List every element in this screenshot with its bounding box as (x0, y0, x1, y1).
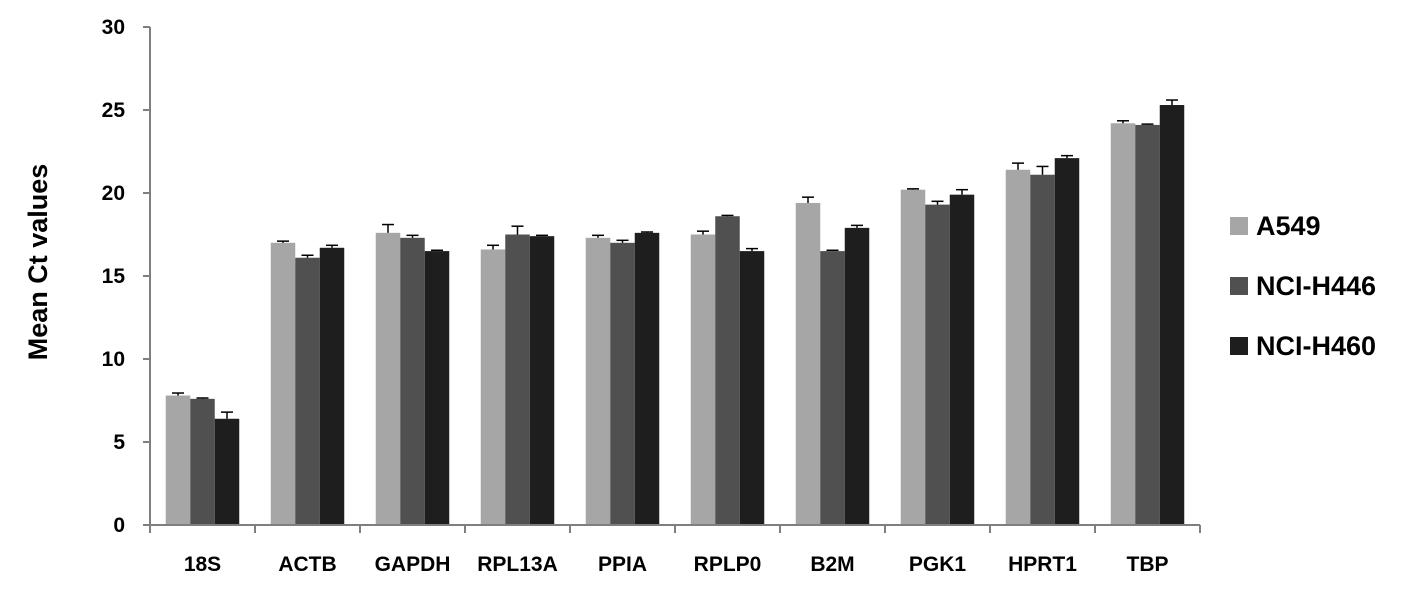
bar (1159, 105, 1185, 526)
error-bar (616, 239, 629, 243)
x-tick-label: HPRT1 (1008, 553, 1077, 576)
error-bar (196, 397, 209, 399)
error-bar (301, 254, 314, 258)
x-axis-ticks: 18S ACTB GAPDH RPL13A PPIA RPLP0 B2M PGK1 HPRT1 T… (149, 525, 1201, 576)
y-tick-label: 5 (113, 431, 125, 454)
error-bar (277, 240, 289, 243)
legend-swatch (1230, 337, 1248, 355)
error-bar (172, 392, 184, 396)
y-axis-ticks: 0 5 10 15 20 25 30 (102, 16, 150, 537)
bar (844, 227, 870, 526)
bar (375, 232, 401, 525)
bar (400, 237, 425, 525)
x-tick-label: PPIA (598, 553, 647, 576)
bar (505, 234, 530, 525)
error-bar (487, 244, 499, 250)
error-bar (851, 224, 863, 228)
error-bar (1141, 123, 1154, 125)
x-tick-label: PGK1 (909, 553, 967, 576)
bar (1005, 169, 1031, 525)
bar (634, 232, 660, 525)
legend-item: NCI-H460 (1230, 331, 1376, 361)
legend-item: NCI-H446 (1230, 271, 1376, 301)
x-tick-label: RPL13A (477, 553, 558, 576)
bar (295, 257, 320, 525)
legend-swatch (1230, 217, 1248, 235)
legend-item: A549 (1230, 211, 1321, 241)
error-bar (1012, 162, 1024, 170)
bar (610, 242, 635, 526)
error-bar (511, 225, 524, 235)
bar (424, 251, 450, 525)
bar (795, 202, 821, 525)
y-tick-label: 30 (102, 16, 125, 39)
bar (690, 234, 716, 525)
error-bars (172, 99, 1178, 419)
bars (165, 105, 1185, 526)
bar (214, 418, 240, 525)
bar (1054, 158, 1080, 525)
error-bar (931, 200, 944, 205)
error-bar (1061, 154, 1073, 159)
bar (1110, 123, 1136, 525)
error-bar (536, 234, 548, 237)
y-tick-label: 10 (102, 348, 125, 371)
error-bar (592, 234, 604, 238)
error-bar (907, 188, 919, 190)
bar (925, 204, 950, 525)
error-bar (697, 230, 709, 235)
error-bar (1036, 165, 1049, 175)
y-axis-title: Mean Ct values (23, 164, 53, 361)
bar (480, 249, 506, 525)
x-tick-label: B2M (810, 553, 854, 576)
error-bar (641, 231, 653, 233)
bar (319, 247, 345, 525)
error-bar (746, 247, 758, 252)
legend-label: NCI-H446 (1256, 271, 1376, 301)
bar (949, 194, 975, 525)
y-tick-label: 20 (102, 182, 125, 205)
x-tick-label: 18S (184, 553, 221, 576)
bar (1135, 124, 1160, 525)
y-tick-label: 0 (113, 514, 125, 537)
error-bar (1166, 99, 1178, 106)
bar (585, 237, 611, 525)
error-bar (721, 214, 734, 217)
x-tick-label: RPLP0 (694, 553, 762, 576)
legend-label: A549 (1256, 211, 1321, 241)
bar (270, 242, 296, 526)
bar (529, 236, 555, 525)
error-bar (826, 249, 839, 252)
error-bar (326, 244, 338, 248)
x-tick-label: ACTB (278, 553, 336, 576)
error-bar (406, 234, 419, 238)
legend-swatch (1230, 277, 1248, 295)
error-bar (382, 223, 394, 233)
error-bar (802, 196, 814, 203)
bar (715, 216, 740, 526)
error-bar (1117, 120, 1129, 124)
error-bar (221, 411, 233, 419)
bar (820, 251, 845, 525)
bar (165, 395, 191, 525)
x-tick-label: GAPDH (375, 553, 451, 576)
bar (1030, 174, 1055, 526)
y-tick-label: 15 (102, 265, 126, 288)
bar (739, 251, 765, 525)
bar (900, 189, 926, 525)
x-tick-label: TBP (1127, 553, 1169, 576)
y-tick-label: 25 (102, 99, 126, 122)
legend: A549 NCI-H446 NCI-H460 (1230, 211, 1376, 361)
bar (190, 398, 215, 525)
legend-label: NCI-H460 (1256, 331, 1376, 361)
error-bar (956, 188, 968, 195)
error-bar (431, 249, 443, 252)
